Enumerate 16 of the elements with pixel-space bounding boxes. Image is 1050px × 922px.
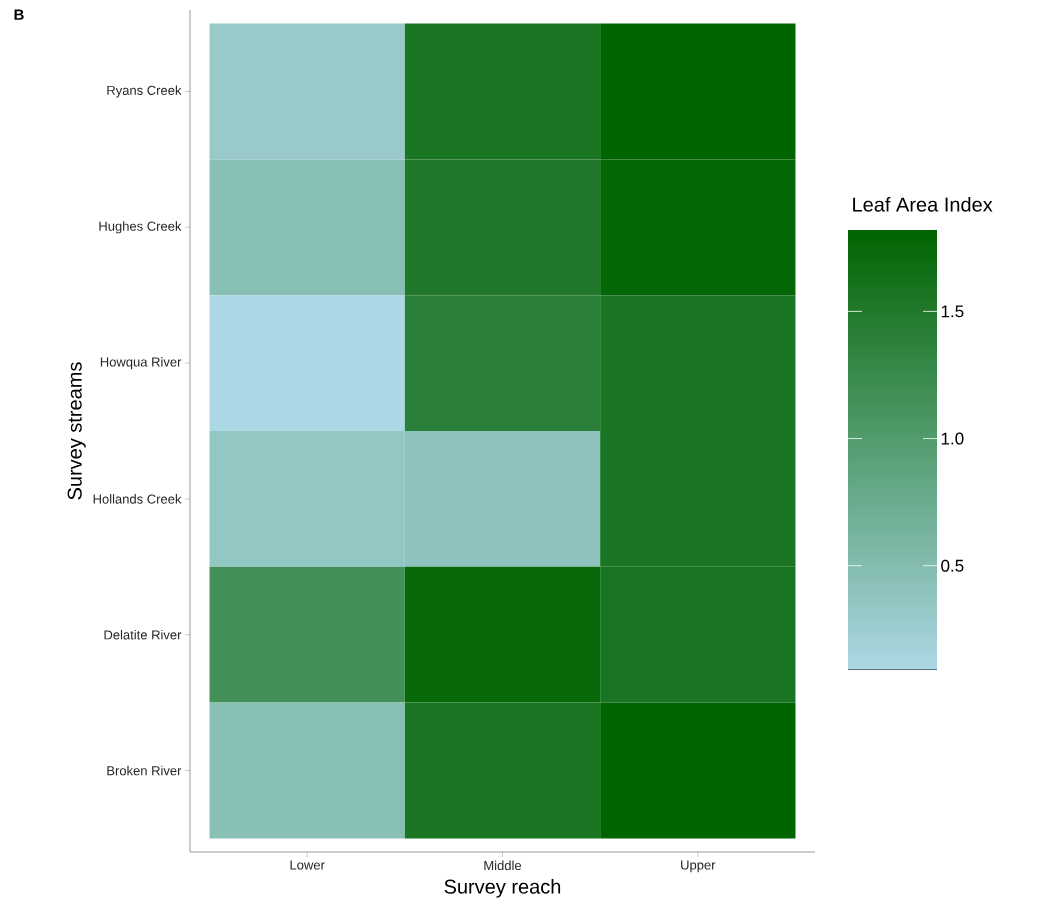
x-tick-label: Upper [681, 860, 716, 873]
text: B [14, 9, 24, 20]
color-bar-label: 1.5 [941, 305, 964, 318]
y-tick-label: Delatite River [104, 629, 182, 640]
y-axis-title: Survey streams [67, 362, 86, 500]
color-bar-label: 1.0 [941, 432, 964, 445]
x-axis-title: Survey reach [444, 879, 561, 898]
color-bar-title: Leaf Area Index [853, 196, 993, 212]
color-bar-label: 0.5 [941, 559, 964, 572]
y-tick-label: Hollands Creek [93, 494, 182, 504]
y-tick-label: Hughes Creek [99, 221, 182, 234]
x-tick-label: Middle [484, 860, 522, 871]
y-tick-label: Howqua River [100, 357, 182, 370]
x-tick-label: Lower [290, 860, 325, 870]
y-tick-label: Ryans Creek [107, 85, 182, 98]
y-tick-label: Broken River [107, 765, 182, 776]
